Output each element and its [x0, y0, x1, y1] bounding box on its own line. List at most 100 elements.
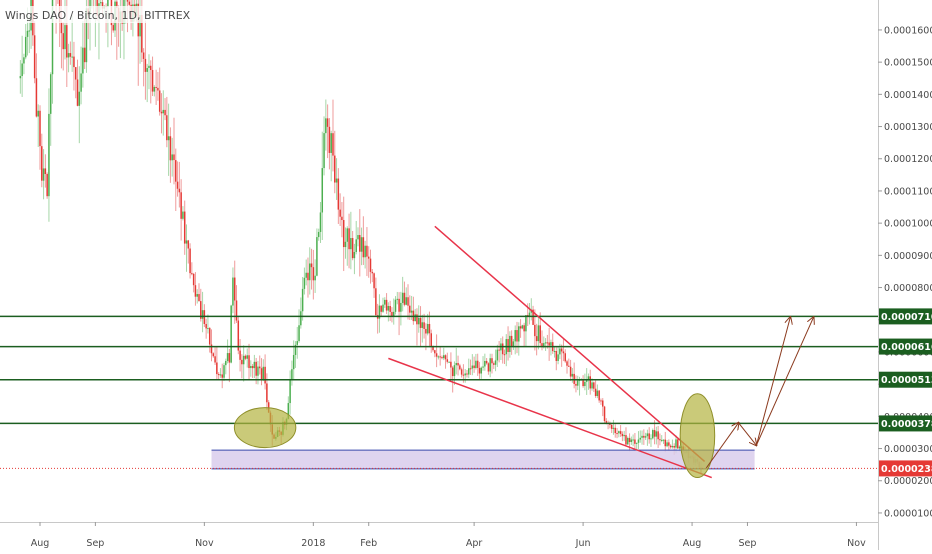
candle-body	[343, 220, 345, 247]
candle-body	[318, 232, 320, 237]
y-tick-label: 0.00016000	[884, 25, 932, 36]
candle-body	[670, 446, 672, 448]
candle-body	[595, 389, 597, 396]
candle-body	[213, 353, 215, 356]
candle-body	[456, 363, 458, 365]
x-tick-label: 2018	[301, 538, 325, 549]
candle-body	[597, 391, 599, 396]
candle-body	[195, 285, 197, 297]
candle-body	[613, 428, 615, 429]
candle-body	[450, 362, 452, 368]
candle-body	[25, 37, 27, 57]
candle-body	[225, 361, 227, 365]
candle-body	[329, 127, 331, 153]
candle-body	[380, 306, 382, 312]
candle-body	[570, 367, 572, 377]
candle-body	[615, 428, 617, 433]
candle-body	[368, 257, 370, 259]
candle-body	[634, 439, 636, 443]
candle-body	[27, 31, 29, 37]
candle-body	[211, 345, 213, 354]
candle-body	[218, 374, 220, 375]
candle-body	[372, 272, 374, 273]
candle-body	[418, 318, 420, 324]
y-tick-label: 0.00009000	[884, 251, 932, 262]
candle-body	[598, 391, 600, 401]
candle-body	[538, 325, 540, 341]
candle-body	[641, 436, 643, 438]
candle-body	[591, 382, 593, 388]
candle-body	[557, 354, 559, 361]
candle-body	[359, 235, 361, 252]
candle-body	[23, 57, 25, 63]
y-tick-label: 0.00015000	[884, 58, 932, 69]
candle-body	[422, 322, 424, 328]
candle-body	[227, 353, 229, 361]
candle-body	[475, 361, 477, 368]
candle-body	[309, 263, 311, 280]
candle-body	[402, 293, 404, 303]
candle-body	[457, 363, 459, 365]
candle-body	[34, 35, 36, 78]
candle-body	[507, 339, 509, 352]
candle-body	[245, 356, 247, 359]
candle-body	[468, 368, 470, 374]
candle-body	[191, 273, 193, 274]
candle-body	[604, 407, 606, 421]
candle-body	[313, 267, 315, 280]
candle-body	[71, 57, 73, 58]
candle-body	[652, 430, 654, 438]
candle-body	[386, 300, 388, 311]
candle-body	[188, 240, 190, 248]
candle-body	[43, 168, 45, 180]
candle-body	[112, 25, 114, 30]
candle-body	[223, 365, 225, 378]
y-tick-label: 0.00008000	[884, 283, 932, 294]
candle-body	[438, 356, 440, 357]
candle	[46, 172, 48, 198]
candle-body	[640, 438, 642, 440]
highlight-ellipse[interactable]	[234, 408, 295, 448]
candle-body	[163, 110, 165, 113]
candle-body	[263, 367, 265, 380]
x-tick-label: Nov	[847, 538, 866, 549]
candle-body	[420, 318, 422, 328]
y-tick-label: 0.00001000	[884, 508, 932, 519]
candle-body	[214, 356, 216, 362]
candle-body	[66, 25, 68, 57]
y-tick-label: 0.00010000	[884, 219, 932, 230]
candle-body	[589, 376, 591, 388]
candle-body	[68, 53, 70, 57]
highlight-ellipse[interactable]	[680, 394, 715, 478]
candle-body	[311, 263, 313, 267]
candle-body	[648, 433, 650, 439]
candle-body	[575, 384, 577, 386]
candle-body	[157, 88, 159, 91]
candle-body	[448, 362, 450, 363]
candle-body	[547, 342, 549, 343]
candle-body	[334, 156, 336, 183]
candle-body	[566, 361, 568, 365]
candle-body	[556, 351, 558, 361]
candle-body	[154, 87, 156, 92]
candle-body	[29, 30, 31, 31]
candle-body	[409, 306, 411, 313]
candle-body	[291, 369, 293, 379]
candle-body	[171, 154, 173, 160]
candle-body	[554, 351, 556, 352]
candle-body	[518, 326, 520, 341]
candle-body	[627, 438, 629, 445]
candle-body	[236, 301, 238, 321]
candle-body	[330, 133, 332, 153]
candle-body	[152, 70, 154, 92]
candle-body	[488, 363, 490, 371]
candle-body	[289, 380, 291, 403]
candle-body	[563, 351, 565, 353]
candle-body	[577, 381, 579, 386]
level-price-tag: 0.00003780	[879, 415, 932, 431]
candle-body	[548, 342, 550, 345]
candle-body	[561, 348, 563, 351]
candle-body	[479, 368, 481, 374]
candle-body	[600, 400, 602, 401]
candle-body	[166, 115, 168, 140]
